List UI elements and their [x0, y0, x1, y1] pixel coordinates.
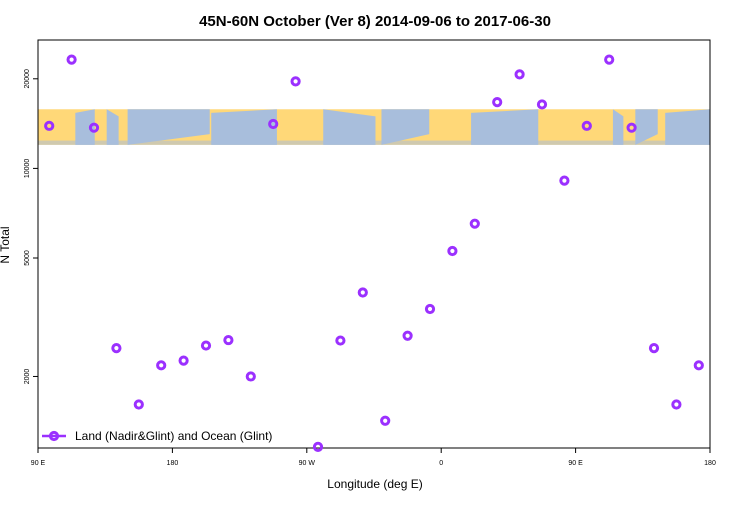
- legend-label: Land (Nadir&Glint) and Ocean (Glint): [75, 429, 272, 443]
- data-point: [492, 97, 503, 108]
- world-map-band: [38, 109, 710, 145]
- data-point: [536, 99, 548, 110]
- data-point: [88, 122, 100, 133]
- data-point: [604, 54, 615, 65]
- map-band-ocean: [211, 109, 277, 145]
- data-point: [223, 334, 234, 346]
- y-tick-label: 10000: [24, 159, 31, 179]
- data-point: [469, 218, 480, 229]
- y-axis-label: N Total: [0, 226, 12, 263]
- data-point: [424, 303, 436, 315]
- data-point: [156, 360, 167, 371]
- x-tick-label: 180: [704, 460, 716, 467]
- map-band-ocean: [75, 109, 95, 145]
- y-tick-label: 20000: [24, 69, 31, 89]
- map-band-ocean: [106, 109, 119, 145]
- map-band-ocean: [38, 140, 710, 145]
- data-points: [44, 54, 704, 452]
- data-point: [357, 287, 368, 298]
- data-point: [648, 343, 660, 354]
- map-band-ocean: [635, 109, 658, 145]
- data-point: [671, 399, 682, 410]
- x-tick-label: 0: [439, 460, 443, 467]
- x-tick-label: 90 W: [299, 460, 316, 467]
- data-point: [559, 175, 570, 186]
- data-point: [111, 343, 122, 354]
- data-point: [626, 122, 637, 133]
- data-point: [581, 120, 592, 131]
- data-point: [178, 355, 189, 366]
- y-tick-label: 2000: [24, 369, 31, 385]
- map-band-ocean: [612, 109, 624, 145]
- data-point: [514, 69, 525, 80]
- y-axis: 2000 5000 10000 20000: [24, 69, 38, 384]
- y-tick-label: 5000: [24, 250, 31, 266]
- data-point: [44, 120, 55, 131]
- data-point: [268, 118, 279, 130]
- x-tick-label: 90 E: [568, 460, 583, 467]
- map-band-ocean: [471, 109, 539, 145]
- map-band-ocean: [323, 109, 376, 145]
- data-point: [245, 371, 256, 382]
- data-point: [380, 415, 391, 426]
- x-tick-label: 180: [167, 460, 179, 467]
- plot-frame: [37, 39, 711, 449]
- data-point: [290, 76, 301, 87]
- data-point: [335, 335, 346, 346]
- chart-title: 45N-60N October (Ver 8) 2014-09-06 to 20…: [199, 13, 551, 30]
- legend-marker: [48, 430, 60, 442]
- data-point: [200, 340, 212, 351]
- map-band-ocean: [127, 109, 210, 145]
- data-point: [402, 330, 413, 341]
- data-point: [133, 399, 144, 410]
- data-point: [447, 245, 458, 257]
- x-axis: 90 E 180 90 W 0 90 E 180: [31, 448, 716, 467]
- map-band-ocean: [665, 109, 710, 145]
- data-point: [693, 360, 704, 371]
- legend: Land (Nadir&Glint) and Ocean (Glint): [42, 429, 272, 443]
- x-tick-label: 90 E: [31, 460, 46, 467]
- map-band-ocean: [381, 109, 430, 145]
- data-point: [66, 54, 77, 65]
- data-point: [312, 441, 324, 452]
- x-axis-label: Longitude (deg E): [327, 477, 422, 491]
